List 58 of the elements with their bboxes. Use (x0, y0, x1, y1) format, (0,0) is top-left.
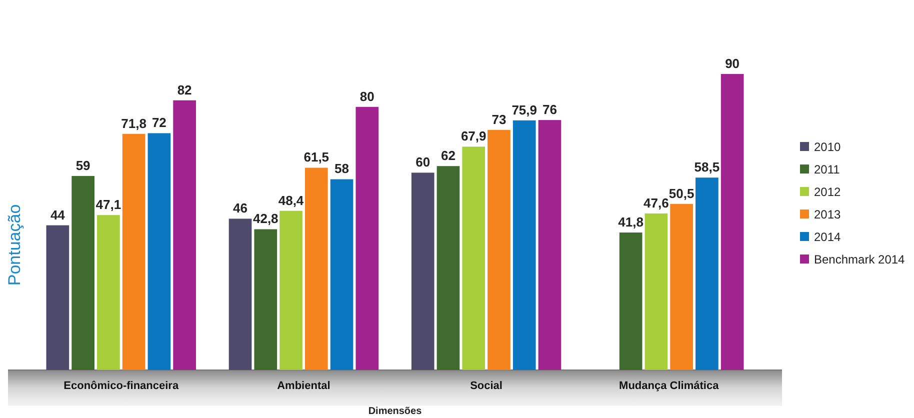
y-axis-title: Pontuação (5, 204, 24, 286)
data-label: 80 (360, 88, 374, 104)
x-tick-label: Econômico-financeira (64, 380, 180, 392)
data-label: 58,5 (694, 160, 720, 175)
data-label: 50,5 (668, 186, 694, 201)
data-label: 67,9 (460, 128, 486, 144)
x-tick-label: Mudança Climática (619, 380, 720, 392)
data-label: 59 (76, 158, 90, 173)
data-label: 62 (440, 148, 456, 164)
data-label: 41,8 (618, 214, 644, 230)
x-tick-label: Ambiental (277, 380, 330, 392)
data-label: 44 (50, 207, 66, 222)
bar (122, 134, 146, 370)
legend-label: 2012 (814, 185, 842, 199)
bar (356, 106, 379, 370)
data-label: 47,1 (96, 197, 122, 212)
bar (411, 172, 434, 370)
data-label: 82 (177, 82, 192, 98)
x-tick-label: Social (470, 380, 502, 392)
bar (330, 179, 354, 370)
data-label: 73 (492, 112, 506, 127)
data-label: 61,5 (304, 150, 330, 165)
bar (538, 120, 562, 370)
bar (280, 210, 302, 370)
bar (436, 166, 460, 370)
data-label: 48,4 (278, 192, 304, 208)
data-label: 71,8 (121, 116, 146, 131)
bar (720, 74, 744, 370)
data-label: 75,9 (512, 102, 538, 118)
data-label: 47,6 (644, 195, 669, 210)
legend-label: 2010 (814, 140, 842, 154)
bar (228, 218, 252, 370)
legend-label: 2013 (814, 208, 842, 222)
bar (670, 204, 693, 370)
data-label: 58 (334, 161, 350, 176)
data-label: 76 (542, 102, 557, 118)
x-axis-title: Dimensões (368, 406, 422, 417)
bar (304, 168, 328, 370)
bar (619, 232, 642, 370)
data-label: 42,8 (252, 211, 278, 226)
bar (46, 225, 70, 370)
bar (148, 133, 171, 370)
bar (254, 229, 278, 370)
legend-label: Benchmark 2014 (814, 252, 906, 266)
bar (97, 215, 120, 370)
bar (512, 120, 536, 370)
data-label: 46 (233, 200, 248, 216)
legend-label: 2011 (814, 162, 840, 176)
bar (462, 146, 486, 370)
bar (644, 213, 668, 370)
data-label: 60 (416, 154, 430, 170)
bar (72, 176, 94, 370)
data-label: 72 (152, 115, 166, 130)
data-label: 90 (725, 56, 740, 71)
bar (488, 130, 510, 370)
bar (696, 178, 718, 370)
bar (173, 100, 196, 370)
legend-label: 2014 (814, 230, 842, 244)
